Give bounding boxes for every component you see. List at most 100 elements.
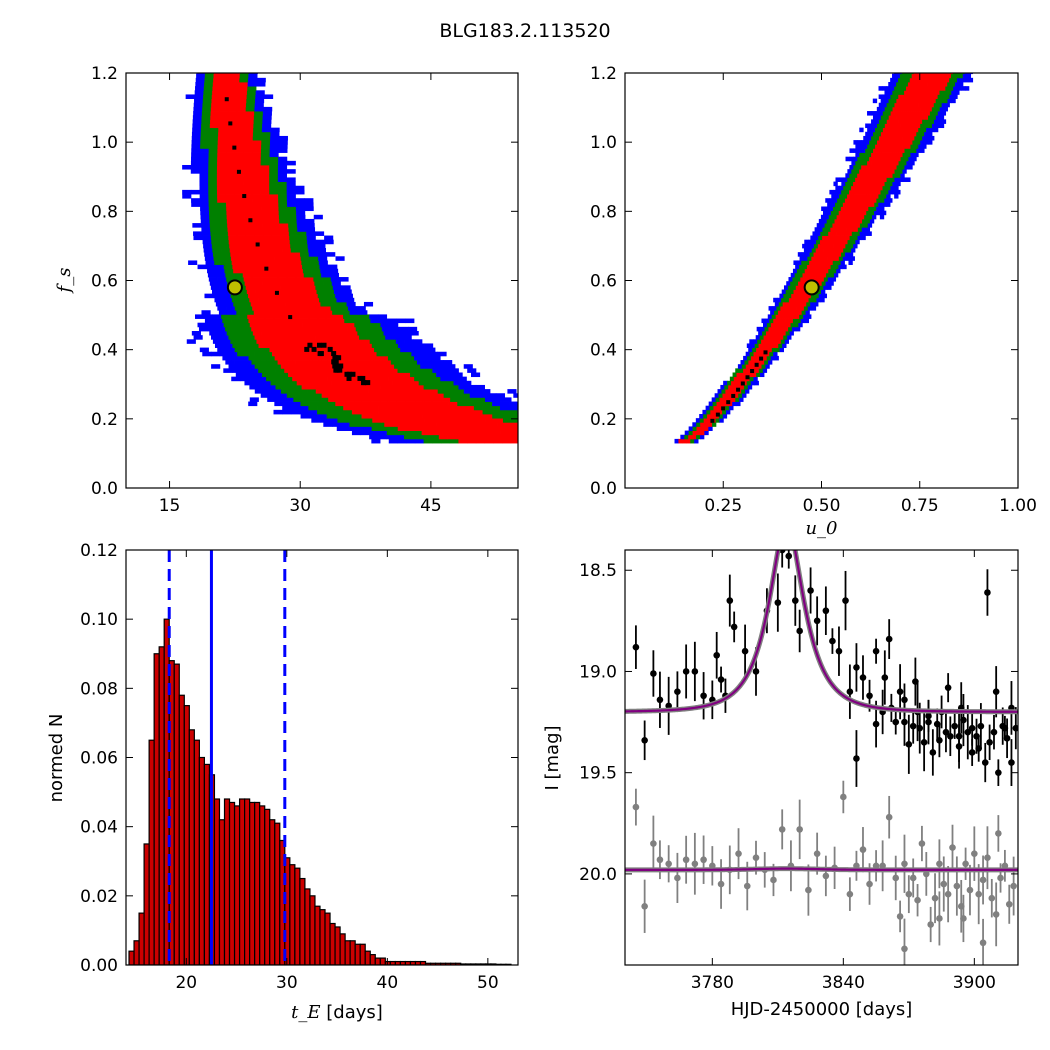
heat-cell [921, 102, 927, 108]
heat-cell [947, 90, 952, 95]
heat-cell [236, 231, 246, 236]
heat-cell [900, 148, 905, 153]
heat-cell [705, 405, 710, 411]
heat-cell [268, 272, 278, 278]
heat-cell [935, 123, 941, 129]
heat-cell [344, 355, 354, 361]
heat-cell [208, 156, 218, 162]
heat-cell [208, 206, 218, 212]
heat-cell [920, 115, 925, 120]
heat-cell [845, 189, 850, 195]
heat-cell [892, 90, 897, 95]
peak-cell [228, 121, 233, 126]
heat-cell [278, 148, 288, 153]
resid-point [641, 902, 648, 910]
heat-cell [245, 235, 255, 241]
heat-cell [319, 322, 329, 328]
heat-cell [748, 347, 753, 353]
heat-cell [306, 351, 316, 357]
heat-cell [894, 94, 899, 99]
heat-cell [930, 135, 935, 141]
heat-cell [423, 384, 433, 390]
heat-cell [332, 422, 342, 427]
heat-cell [400, 347, 410, 353]
heat-cell [391, 347, 401, 353]
heat-cell [356, 393, 366, 398]
heat-cell [216, 326, 226, 332]
heat-cell [190, 189, 200, 195]
heat-cell [704, 426, 709, 431]
heat-cell [406, 368, 416, 373]
heat-cell [517, 405, 518, 411]
heat-cell [700, 422, 705, 427]
heat-cell [199, 185, 209, 191]
heat-cell [870, 177, 876, 182]
heat-cell [733, 376, 739, 382]
heat-cell [882, 194, 887, 199]
heat-cell [225, 326, 235, 332]
heat-cell [243, 206, 253, 212]
heat-cell [908, 98, 913, 104]
heat-cell [810, 272, 815, 278]
heat-cell [849, 235, 854, 241]
heat-cell [269, 160, 279, 166]
histogram-bar [289, 864, 296, 965]
heat-cell [396, 318, 406, 324]
histogram-bar [319, 909, 326, 965]
heat-cell [252, 144, 262, 149]
heat-cell [248, 318, 258, 324]
heat-cell [848, 198, 854, 203]
heat-cell [890, 135, 896, 141]
heat-cell [727, 380, 732, 386]
heat-cell [260, 181, 270, 187]
heat-cell [807, 306, 813, 311]
heat-cell [680, 434, 685, 440]
heat-cell [880, 164, 886, 170]
heat-cell [277, 177, 287, 182]
heat-cell [837, 189, 842, 195]
heat-cell [228, 98, 238, 104]
heat-cell [394, 364, 404, 369]
heat-cell [802, 293, 808, 299]
heat-cell [842, 264, 847, 270]
heat-cell [892, 148, 898, 153]
heat-cell [737, 364, 743, 369]
heat-cell [263, 351, 273, 357]
heat-cell [243, 277, 253, 282]
heat-cell [481, 389, 491, 394]
heat-cell [867, 231, 872, 236]
heat-cell [845, 243, 850, 249]
heat-cell [650, 439, 659, 444]
heat-cell [234, 144, 245, 149]
heat-cell [383, 380, 393, 386]
heat-cell [412, 409, 422, 415]
heat-cell [264, 243, 274, 249]
heat-cell [226, 277, 236, 282]
heat-cell [208, 148, 218, 153]
heat-cell [817, 252, 822, 257]
heat-cell [927, 90, 933, 95]
heat-cell [731, 397, 736, 402]
heat-cell [280, 335, 290, 340]
heat-cell [265, 252, 275, 257]
heat-cell [509, 413, 518, 419]
heat-cell [922, 135, 927, 141]
heat-cell [365, 347, 375, 353]
histogram-bar [128, 950, 135, 965]
heat-cell [300, 318, 310, 324]
heat-cell [307, 389, 317, 394]
heat-cell [431, 401, 441, 407]
heat-cell [906, 127, 911, 133]
heat-cell [456, 434, 466, 440]
heat-cell [781, 297, 786, 303]
heat-cell [785, 310, 791, 315]
resid-point [914, 896, 921, 904]
resid-point [936, 915, 943, 922]
heat-cell [308, 339, 318, 344]
heat-cell [465, 409, 475, 415]
heat-cell [859, 169, 864, 174]
heat-cell [882, 177, 887, 182]
heat-cell [903, 73, 909, 79]
heat-cell [209, 214, 219, 220]
